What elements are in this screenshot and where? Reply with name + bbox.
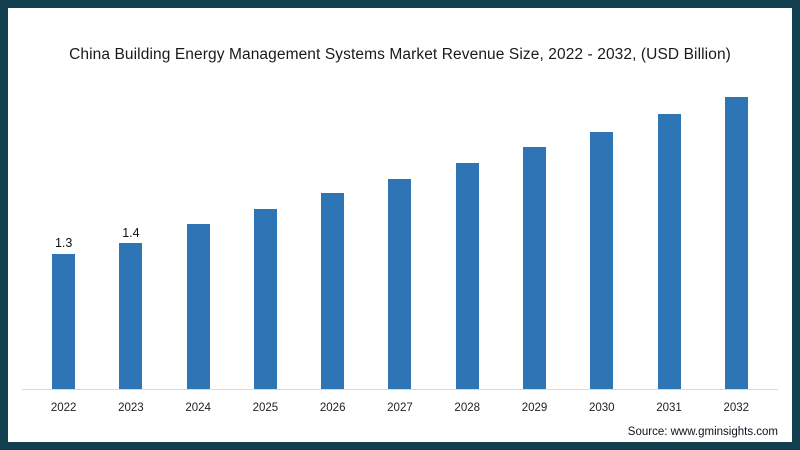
bar-slot-2023: 1.4: [97, 225, 164, 390]
bar-slot-2028: [434, 163, 501, 390]
x-axis-label-2029: 2029: [521, 402, 548, 414]
x-axis-label-2023: 2023: [118, 402, 144, 414]
bar-2031: [657, 113, 681, 390]
bar-2022: [52, 253, 76, 390]
bar-slot-2027: [366, 179, 433, 390]
bar-2032: [724, 97, 748, 390]
x-axis-label-2025: 2025: [252, 402, 279, 414]
x-axis-label-2024: 2024: [185, 402, 211, 414]
x-axis-label-2022: 2022: [50, 402, 77, 414]
bar-2028: [455, 163, 479, 390]
bar-slot-2024: [165, 224, 232, 390]
bar-slot-2030: [568, 131, 635, 390]
bar-slot-2032: [703, 97, 770, 390]
bar-2025: [253, 209, 277, 390]
bar-2030: [590, 131, 614, 390]
bar-value-label-2023: 1.4: [122, 225, 140, 240]
x-axis-label-2032: 2032: [723, 402, 750, 414]
x-axis-label-2031: 2031: [656, 402, 682, 414]
chart-title: China Building Energy Management Systems…: [69, 46, 731, 63]
bar-2023: [119, 243, 143, 390]
bar-slot-2029: [501, 147, 568, 390]
x-axis-label-2028: 2028: [454, 402, 481, 414]
bar-slot-2026: [299, 192, 366, 390]
bar-slot-2031: [635, 113, 702, 390]
x-axis-label-2026: 2026: [319, 402, 346, 414]
bar-2026: [321, 192, 345, 390]
bar-value-label-2022: 1.3: [54, 236, 73, 250]
bars-container: 1.3 1.4: [30, 74, 770, 390]
bar-2024: [186, 224, 210, 390]
x-axis-labels: 2022 2023 2024 2025 2026 2027 2028 2029 2030 2031…: [30, 400, 770, 416]
bar-2029: [522, 147, 546, 390]
x-axis-label-2027: 2027: [387, 402, 413, 414]
x-axis-line: [22, 389, 778, 390]
x-axis-label-2030: 2030: [588, 402, 615, 414]
bar-slot-2025: [232, 209, 299, 390]
bar-slot-2022: 1.3: [30, 237, 97, 390]
bar-2027: [388, 179, 412, 390]
source-text: Source: www.gminsights.com: [627, 426, 778, 438]
